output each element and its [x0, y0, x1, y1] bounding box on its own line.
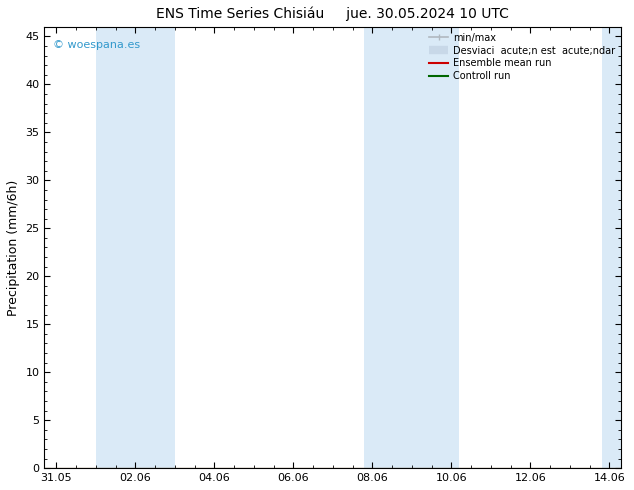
Bar — [365, 27, 459, 468]
Y-axis label: Precipitation (mm/6h): Precipitation (mm/6h) — [7, 179, 20, 316]
Text: © woespana.es: © woespana.es — [53, 40, 140, 50]
Bar — [96, 27, 175, 468]
Legend: min/max, Desviaci  acute;n est  acute;ndar, Ensemble mean run, Controll run: min/max, Desviaci acute;n est acute;ndar… — [425, 29, 619, 85]
Bar — [602, 27, 621, 468]
Title: ENS Time Series Chisiáu     jue. 30.05.2024 10 UTC: ENS Time Series Chisiáu jue. 30.05.2024 … — [157, 7, 509, 22]
